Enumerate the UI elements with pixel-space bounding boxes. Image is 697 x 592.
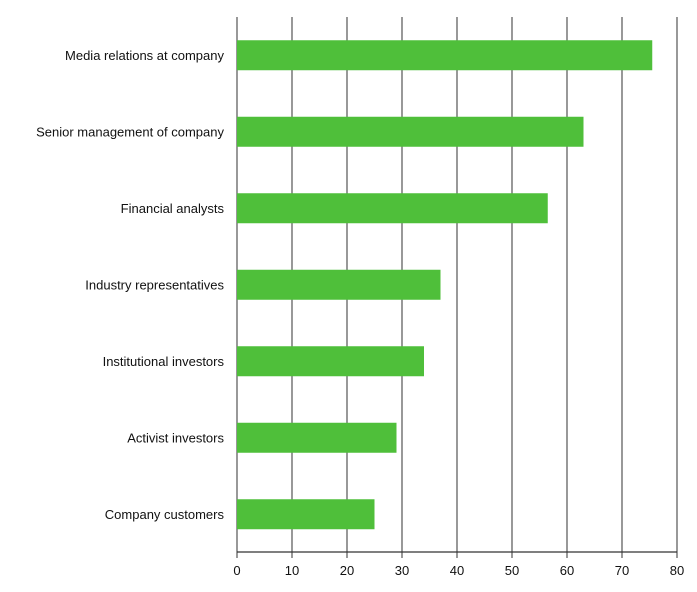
category-label: Financial analysts bbox=[121, 201, 225, 216]
bar bbox=[237, 40, 653, 71]
x-tick-label: 50 bbox=[505, 563, 519, 578]
bar bbox=[237, 499, 375, 530]
bar bbox=[237, 422, 397, 453]
x-tick-label: 70 bbox=[615, 563, 629, 578]
bars bbox=[237, 40, 653, 530]
bar bbox=[237, 116, 584, 147]
category-label: Institutional investors bbox=[103, 354, 225, 369]
x-tick-label: 0 bbox=[233, 563, 240, 578]
category-label: Senior management of company bbox=[36, 124, 224, 139]
x-tick-label: 20 bbox=[340, 563, 354, 578]
x-tick-label: 80 bbox=[670, 563, 684, 578]
category-label: Media relations at company bbox=[65, 48, 224, 63]
bar bbox=[237, 193, 548, 224]
x-tick-label: 10 bbox=[285, 563, 299, 578]
bar bbox=[237, 346, 424, 377]
bar bbox=[237, 269, 441, 300]
grid-lines bbox=[236, 17, 678, 558]
category-labels: Media relations at company Senior managem… bbox=[36, 48, 224, 522]
x-tick-label: 40 bbox=[450, 563, 464, 578]
x-tick-label: 60 bbox=[560, 563, 574, 578]
category-label: Company customers bbox=[105, 507, 225, 522]
category-label: Industry representatives bbox=[85, 277, 224, 292]
x-axis: 0 10 20 30 40 50 60 70 80 bbox=[233, 551, 684, 578]
category-label: Activist investors bbox=[127, 430, 224, 445]
x-tick-label: 30 bbox=[395, 563, 409, 578]
